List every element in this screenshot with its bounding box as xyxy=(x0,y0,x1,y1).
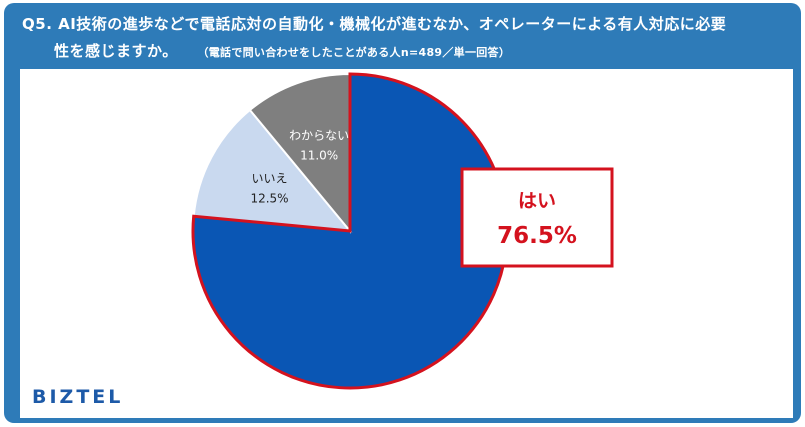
question-line-2: 性を感じますか。 （電話で問い合わせをしたことがある人n=489／単一回答） xyxy=(22,38,792,66)
chart-panel: いいえ 12.5% わからない 11.0% はい 76.5% BIZTEL xyxy=(20,69,793,418)
slice-no xyxy=(192,108,353,233)
pie-slices xyxy=(191,72,509,390)
callout-box-yes xyxy=(460,167,614,268)
question-line-1: Q5. AI技術の進歩などで電話応対の自動化・機械化が進むなか、オペレーターによ… xyxy=(22,15,727,33)
label-no-name: いいえ xyxy=(252,171,288,185)
survey-card: Q5. AI技術の進歩などで電話応対の自動化・機械化が進むなか、オペレーターによ… xyxy=(4,3,801,423)
label-dont-know-name: わからない xyxy=(289,128,349,142)
slice-dont-know xyxy=(248,72,351,234)
biztel-logo: BIZTEL xyxy=(32,386,124,408)
label-yes-name: はい xyxy=(518,190,556,212)
question-note: （電話で問い合わせをしたことがある人n=489／単一回答） xyxy=(197,46,511,59)
pie-chart: いいえ 12.5% わからない 11.0% はい 76.5% xyxy=(191,72,614,390)
slice-yes-outline xyxy=(191,72,509,390)
label-yes-value: 76.5% xyxy=(497,223,577,249)
label-dont-know-value: 11.0% xyxy=(300,148,338,162)
pie-labels: いいえ 12.5% わからない 11.0% はい 76.5% xyxy=(250,128,614,268)
label-no-value: 12.5% xyxy=(250,191,288,205)
question-line-2-text: 性を感じますか。 xyxy=(54,42,178,60)
question-title: Q5. AI技術の進歩などで電話応対の自動化・機械化が進むなか、オペレーターによ… xyxy=(22,11,792,66)
